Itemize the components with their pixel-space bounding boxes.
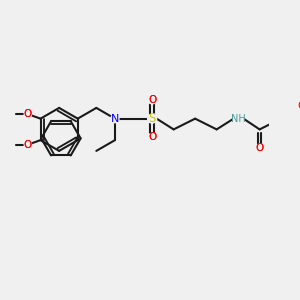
Text: N: N: [111, 114, 119, 124]
Text: O: O: [256, 143, 264, 153]
Text: O: O: [148, 95, 156, 105]
Circle shape: [148, 133, 156, 140]
Text: NH: NH: [231, 114, 245, 124]
Text: O: O: [24, 109, 32, 119]
Text: O: O: [256, 143, 264, 153]
Circle shape: [24, 111, 32, 118]
Text: O: O: [297, 101, 300, 111]
Circle shape: [148, 114, 157, 123]
Circle shape: [111, 115, 119, 123]
Text: O: O: [24, 140, 32, 150]
Text: N: N: [111, 114, 119, 124]
Circle shape: [256, 144, 263, 151]
Text: O: O: [148, 132, 156, 142]
Text: O: O: [24, 140, 32, 150]
Text: O: O: [24, 109, 32, 119]
Circle shape: [233, 113, 244, 124]
Text: S: S: [148, 112, 156, 125]
Circle shape: [148, 97, 156, 104]
Text: O: O: [148, 132, 156, 142]
Circle shape: [24, 141, 32, 148]
Circle shape: [297, 102, 300, 110]
Text: O: O: [148, 95, 156, 105]
